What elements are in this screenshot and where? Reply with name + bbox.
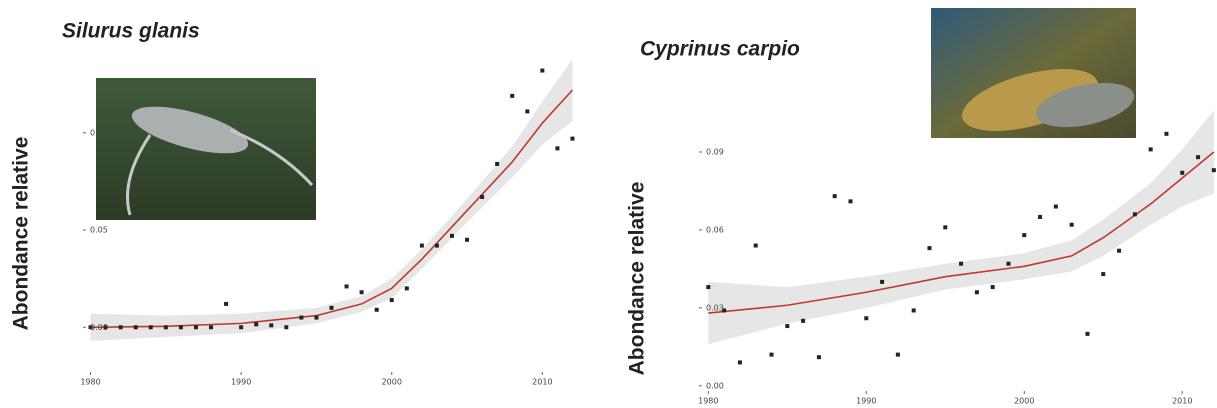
data-point	[510, 93, 515, 98]
smooth-line	[708, 151, 1215, 314]
data-point	[1069, 222, 1074, 227]
data-point	[864, 316, 869, 321]
x-tick-label: 2000	[1014, 397, 1034, 406]
data-point	[419, 243, 424, 248]
data-point	[209, 325, 214, 330]
data-point	[927, 246, 932, 251]
data-point	[832, 194, 837, 199]
data-point	[1038, 214, 1043, 219]
data-point	[239, 325, 244, 330]
data-point	[990, 285, 995, 290]
panel: 0.000.050.101980199020002010Silurus glan…	[10, 20, 575, 387]
data-point	[570, 136, 575, 141]
data-point	[314, 315, 319, 320]
data-point	[785, 324, 790, 329]
data-point	[1053, 204, 1058, 209]
data-point	[959, 261, 964, 266]
data-point	[193, 325, 198, 330]
fish-photo	[931, 8, 1136, 138]
data-point	[344, 284, 349, 289]
data-point	[1006, 261, 1011, 266]
x-tick-label: 1980	[698, 397, 718, 406]
data-point	[359, 290, 364, 295]
data-point	[895, 352, 900, 357]
data-point	[1022, 233, 1027, 238]
data-point	[465, 237, 470, 242]
data-point	[1180, 170, 1185, 175]
data-point	[103, 325, 108, 330]
chart-title: Silurus glanis	[62, 20, 200, 43]
data-point	[848, 199, 853, 204]
data-point	[911, 308, 916, 313]
data-point	[299, 315, 304, 320]
data-point	[525, 109, 530, 114]
data-point	[178, 325, 183, 330]
data-point	[974, 290, 979, 295]
data-point	[1164, 131, 1169, 136]
x-tick-label: 2010	[1172, 397, 1192, 406]
smooth-line	[90, 89, 574, 329]
fish-photo	[96, 78, 316, 220]
data-point	[480, 194, 485, 199]
y-tick-label: 0.03	[706, 303, 724, 312]
data-point	[118, 325, 123, 330]
y-tick-label: 0.09	[706, 147, 724, 156]
data-point	[1132, 212, 1137, 217]
x-tick-label: 2000	[382, 378, 402, 387]
data-point	[1117, 248, 1122, 253]
data-point	[943, 225, 948, 230]
panel: 0.00 0.03 0.06 0.09 1980 1990 2000 2010 Cyprinus…	[626, 38, 1216, 406]
y-tick-label: 0.05	[90, 226, 108, 235]
data-point	[284, 325, 289, 330]
data-point	[389, 298, 394, 303]
data-point	[269, 323, 274, 328]
data-point	[737, 360, 742, 365]
data-point	[753, 243, 758, 248]
data-point	[374, 307, 379, 312]
x-tick-label: 1990	[856, 397, 876, 406]
data-point	[163, 325, 168, 330]
data-point	[1148, 147, 1153, 152]
x-tick-label: 1990	[231, 378, 251, 387]
data-point	[329, 305, 334, 310]
y-axis-label: Abondance relative	[10, 137, 33, 331]
data-point	[434, 243, 439, 248]
data-point	[555, 146, 560, 151]
data-point	[880, 279, 885, 284]
data-point	[495, 161, 500, 166]
confidence-band	[708, 110, 1214, 345]
data-point	[148, 325, 153, 330]
y-tick-label: 0.00	[90, 323, 108, 332]
data-point	[722, 308, 727, 313]
data-point	[1211, 168, 1216, 173]
y-axis-label: Abondance relative	[626, 182, 649, 376]
data-point	[769, 352, 774, 357]
data-point	[801, 318, 806, 323]
data-point	[1196, 155, 1201, 160]
y-tick-label: 0.00	[706, 381, 724, 390]
y-tick-label: 0.06	[706, 225, 724, 234]
x-tick-label: 2010	[532, 378, 552, 387]
data-point	[404, 286, 409, 291]
x-tick-label: 1980	[80, 378, 100, 387]
data-point	[816, 355, 821, 360]
data-point	[1085, 331, 1090, 336]
data-point	[224, 301, 229, 306]
data-point	[1101, 272, 1106, 277]
data-point	[133, 325, 138, 330]
data-point	[706, 285, 711, 290]
data-point	[540, 68, 545, 73]
data-point	[254, 322, 259, 327]
data-point	[88, 325, 93, 330]
chart-title: Cyprinus carpio	[640, 38, 800, 61]
data-point	[449, 233, 454, 238]
